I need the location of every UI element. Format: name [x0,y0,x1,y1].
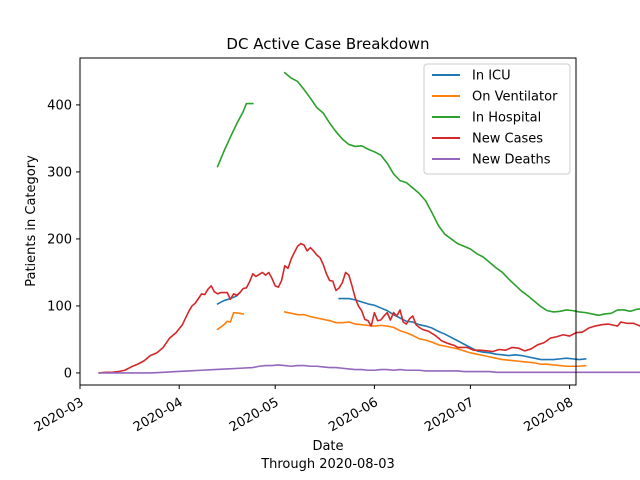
legend-label-new-cases: New Cases [472,132,543,147]
series-line-in-icu-1 [338,297,587,361]
y-axis: 0 100 200 300 400 [47,98,80,381]
x-axis-title: Date [312,439,343,454]
series-line-in-hospital-1 [283,71,640,317]
x-tick-label: 2020-07 [422,395,477,435]
series-line-in-hospital-0 [216,102,254,168]
x-tick-label: 2020-06 [326,395,381,435]
legend-label-in-icu: In ICU [472,69,511,84]
y-tick-label: 0 [64,366,72,381]
chart-title: DC Active Case Breakdown [226,35,429,53]
y-axis-title: Patients in Category [24,155,39,287]
y-tick-label: 300 [47,165,72,180]
plot-frame [79,57,577,386]
x-axis: 2020-03 2020-04 2020-05 2020-06 2020-07 2020-… [32,385,576,435]
x-tick-label: 2020-05 [227,395,282,435]
series-line-on-ventilator-1 [283,311,587,368]
legend-label-new-deaths: New Deaths [472,153,551,168]
y-tick-label: 200 [47,232,72,247]
legend-box [423,63,571,175]
legend-label-on-ventilator: On Ventilator [472,90,558,105]
series-line-on-ventilator-0 [216,311,245,331]
x-axis-subtitle: Through 2020-08-03 [260,457,395,472]
y-tick-label: 400 [47,98,72,113]
x-tick-label: 2020-03 [32,395,87,435]
legend-label-in-hospital: In Hospital [472,111,541,126]
x-tick-label: 2020-04 [131,395,186,435]
legend: In ICU On Ventilator In Hospital New Cases N… [423,63,571,175]
series-line-new-cases-0 [98,242,640,374]
x-tick-label: 2020-08 [521,395,576,435]
y-tick-label: 100 [47,299,72,314]
series-line-new-deaths-0 [98,364,640,374]
plot-lines [98,71,640,374]
